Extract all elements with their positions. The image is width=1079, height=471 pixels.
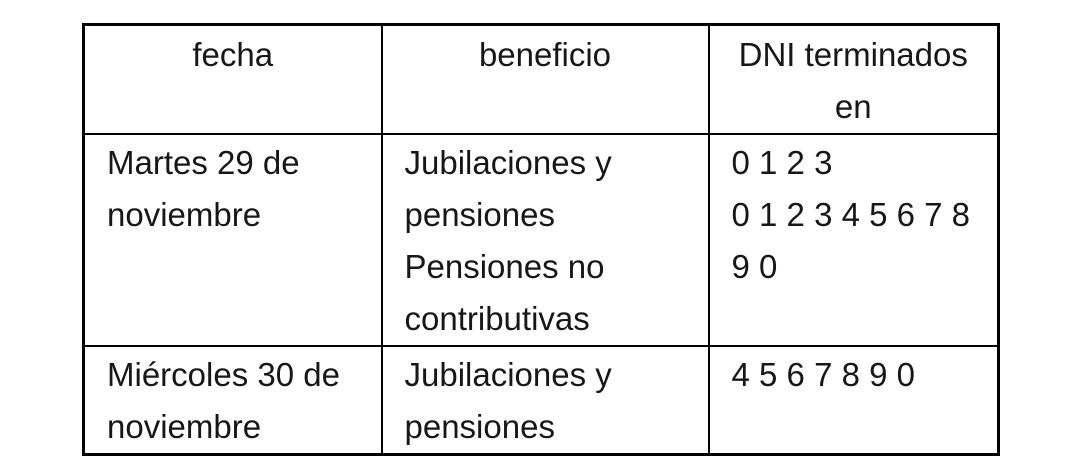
header-cell-fecha: fecha <box>82 23 383 135</box>
table-header-row: fecha beneficio DNI terminados en <box>82 23 1000 135</box>
text-line: noviembre <box>107 408 262 445</box>
text-line: Martes 29 de <box>107 144 300 181</box>
text-line: fecha <box>192 36 274 73</box>
cell-beneficio: Jubilaciones y pensiones Pensiones no contr… <box>380 133 710 347</box>
table-row: Martes 29 de noviembre Jubilaciones y pens… <box>82 133 1000 347</box>
text-line: DNI terminados <box>738 36 968 73</box>
text-line: Jubilaciones y <box>404 144 612 181</box>
header-cell-dni-terminados-en: DNI terminados en <box>707 23 1000 135</box>
text-line: 4 5 6 7 8 9 0 <box>731 356 915 393</box>
cell-beneficio: Jubilaciones y pensiones <box>380 345 710 456</box>
table-row: Miércoles 30 de noviembre Jubilaciones y p… <box>82 345 1000 456</box>
text-line: en <box>834 88 872 125</box>
cell-dni: 4 5 6 7 8 9 0 <box>707 345 1000 456</box>
text-line: pensiones <box>404 196 555 233</box>
text-line: Pensiones no <box>404 248 605 285</box>
text-line: contributivas <box>404 300 590 337</box>
text-line: pensiones <box>404 408 555 445</box>
text-line: 0 1 2 3 <box>731 144 833 181</box>
text-line: Jubilaciones y <box>404 356 612 393</box>
text-line: 0 1 2 3 4 5 6 7 8 <box>731 196 971 233</box>
text-line: noviembre <box>107 196 262 233</box>
cell-dni: 0 1 2 3 0 1 2 3 4 5 6 7 8 9 0 <box>707 133 1000 347</box>
text-line: 9 0 <box>731 248 778 285</box>
cell-fecha: Martes 29 de noviembre <box>82 133 383 347</box>
header-cell-beneficio: beneficio <box>380 23 710 135</box>
text-line: Miércoles 30 de <box>107 356 340 393</box>
payment-schedule-table: fecha beneficio DNI terminados en Martes … <box>82 23 1000 456</box>
text-line: beneficio <box>478 36 612 73</box>
cell-fecha: Miércoles 30 de noviembre <box>82 345 383 456</box>
